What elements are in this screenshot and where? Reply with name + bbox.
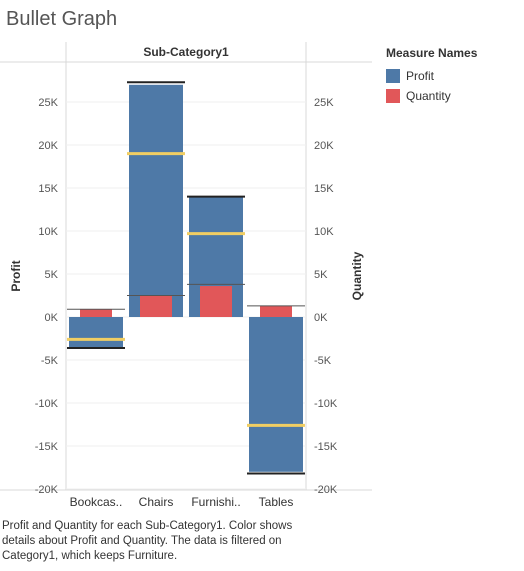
y-tick-label-right: 25K: [314, 97, 334, 109]
quantity-bar: [140, 295, 172, 317]
y-tick-label-left: -15K: [35, 441, 59, 453]
y-tick-label-left: -20K: [35, 484, 59, 496]
y-tick-label-right: 5K: [314, 269, 328, 281]
y-tick-label-left: -10K: [35, 398, 59, 410]
y-tick-label-left: 5K: [45, 269, 59, 281]
y-tick-label-right: 15K: [314, 183, 334, 195]
category-label: Tables: [259, 495, 294, 509]
header-label: Sub-Category1: [143, 45, 229, 59]
quantity-bar: [260, 305, 292, 317]
y-tick-label-right: -10K: [314, 398, 338, 410]
legend-label-profit: Profit: [406, 69, 435, 83]
category-label: Bookcas..: [70, 495, 123, 509]
y-tick-label-right: -20K: [314, 484, 338, 496]
y-tick-label-left: 15K: [38, 183, 58, 195]
y-tick-label-left: 20K: [38, 140, 58, 152]
quantity-bar: [80, 309, 112, 317]
legend: Measure Names Profit Quantity: [386, 46, 477, 106]
chart-title: Bullet Graph: [6, 8, 118, 30]
category-label: Chairs: [139, 495, 174, 509]
legend-swatch-quantity: [386, 89, 400, 103]
y-tick-label-left: 10K: [38, 226, 58, 238]
profit-bar: [129, 84, 183, 317]
bars-layer: [67, 81, 305, 475]
labels-layer: Sub-Category1 25K 25K 20K 20K 15K 15K 10K 10K 5K 5…: [9, 45, 364, 509]
y-tick-label-left: 0K: [45, 312, 59, 324]
y-tick-label-right: 10K: [314, 226, 334, 238]
quantity-bar: [200, 286, 232, 317]
y-axis-title-left: Profit: [9, 260, 23, 291]
y-tick-label-right: 20K: [314, 140, 334, 152]
y-tick-label-right: -15K: [314, 441, 338, 453]
y-tick-label-right: 0K: [314, 312, 328, 324]
legend-title: Measure Names: [386, 46, 478, 60]
y-tick-label-right: -5K: [314, 355, 332, 367]
y-tick-label-left: -5K: [41, 355, 59, 367]
profit-bar: [249, 317, 303, 472]
category-label: Furnishi..: [191, 495, 240, 509]
profit-bar: [69, 317, 123, 348]
legend-item-profit[interactable]: Profit: [386, 66, 477, 86]
legend-item-quantity[interactable]: Quantity: [386, 86, 477, 106]
legend-swatch-profit: [386, 69, 400, 83]
y-tick-label-left: 25K: [38, 97, 58, 109]
legend-label-quantity: Quantity: [406, 89, 451, 103]
axes-layer: [0, 42, 372, 491]
y-axis-title-right: Quantity: [350, 251, 364, 300]
chart-caption: Profit and Quantity for each Sub-Categor…: [2, 520, 293, 562]
